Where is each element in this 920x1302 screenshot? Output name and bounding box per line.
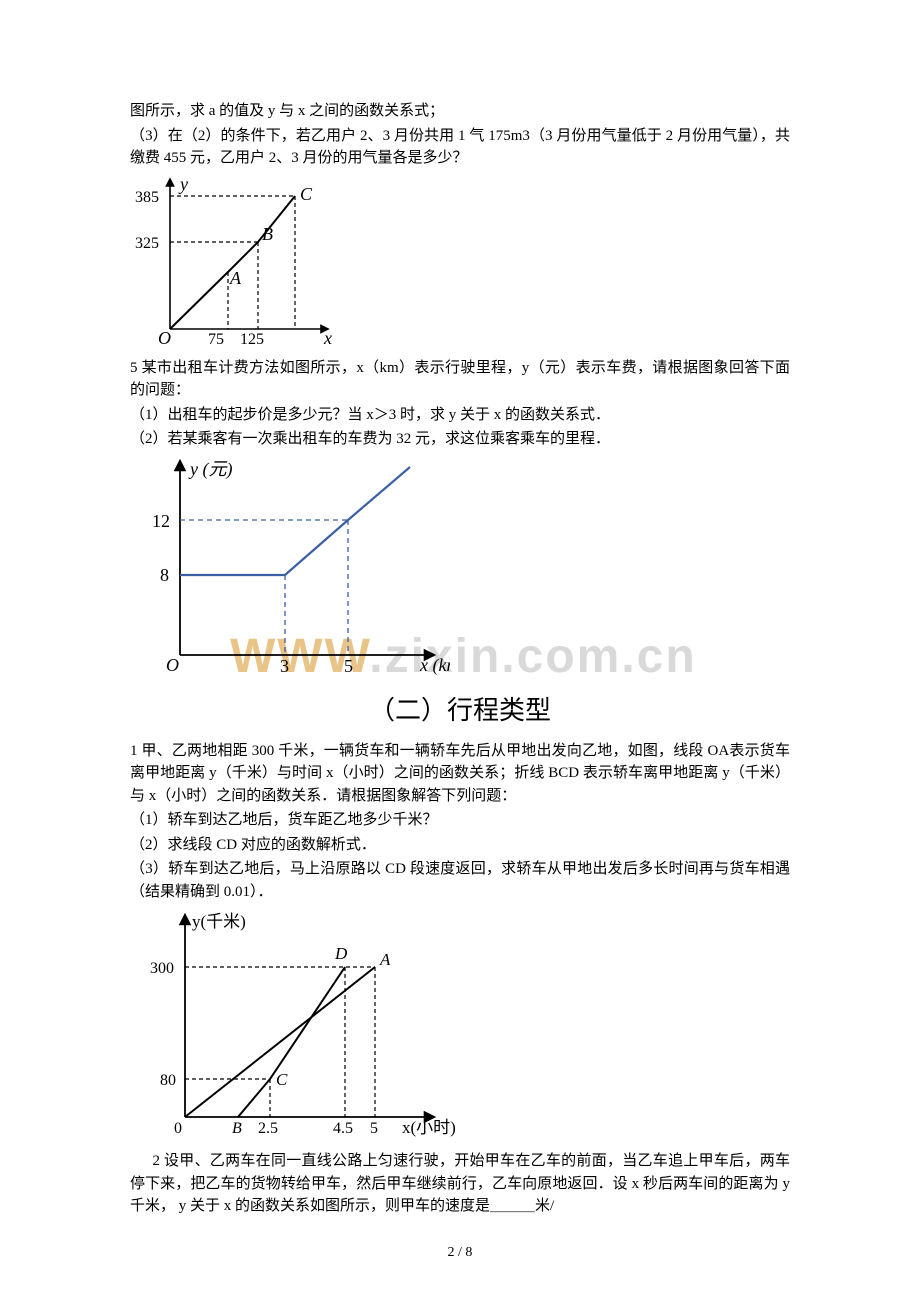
- axis-x-label: x: [323, 328, 332, 348]
- axis-y-label-3: y(千米): [192, 912, 246, 931]
- chart-gas: y O x 385 325 75 125 A B C: [130, 174, 335, 349]
- ytick-300: 300: [150, 960, 174, 977]
- ytick-8: 8: [160, 565, 169, 585]
- xtick-75: 75: [208, 331, 224, 348]
- ytick-12: 12: [152, 511, 170, 531]
- pt-A2: A: [379, 950, 391, 969]
- origin-label-3: 0: [174, 1120, 182, 1137]
- p1-line2: （3）在（2）的条件下，若乙用户 2、3 月份共用 1 气 175m3（3 月份…: [130, 125, 790, 170]
- ytick-80: 80: [160, 1072, 176, 1089]
- pt-C2: C: [276, 1070, 288, 1089]
- xtick-B: B: [232, 1120, 242, 1137]
- p3-line2: （1）轿车到达乙地后，货车距乙地多少千米？: [130, 809, 790, 832]
- section-title-2: （二）行程类型: [130, 691, 790, 730]
- axis-x-label-3: x(小时): [402, 1118, 456, 1137]
- ytick-385: 385: [135, 189, 159, 206]
- p3-line4: （3）轿车到达乙地后，马上沿原路以 CD 段速度返回，求轿车从甲地出发后多长时间…: [130, 858, 790, 903]
- origin-label: O: [158, 328, 171, 348]
- pt-C: C: [300, 184, 313, 204]
- pt-B: B: [262, 224, 273, 244]
- p3-line3: （2）求线段 CD 对应的函数解析式．: [130, 834, 790, 857]
- chart-taxi: y (元) O x (km) 12 8 3 5: [130, 455, 450, 675]
- xtick-2p5: 2.5: [258, 1120, 278, 1137]
- ytick-325: 325: [135, 235, 159, 252]
- xtick-5b: 5: [370, 1120, 378, 1137]
- page-footer: 2 / 8: [130, 1242, 790, 1263]
- p1-line1: 图所示，求 a 的值及 y 与 x 之间的函数关系式；: [130, 100, 790, 123]
- xtick-125: 125: [240, 331, 264, 348]
- p4-line1: 2 设甲、乙两车在同一直线公路上匀速行驶，开始甲车在乙车的前面，当乙车追上甲车后…: [130, 1150, 790, 1218]
- p2-line1: 5 某市出租车计费方法如图所示，x（km）表示行驶里程，y（元）表示车费，请根据…: [130, 357, 790, 402]
- pt-D: D: [334, 944, 348, 963]
- p3-line1: 1 甲、乙两地相距 300 千米，一辆货车和一辆轿车先后从甲地出发向乙地，如图，…: [130, 740, 790, 808]
- pt-A: A: [229, 268, 242, 288]
- chart-distance: y(千米) 0 x(小时) 300 80 B 2.5 4.5 5 D A C: [130, 907, 460, 1142]
- axis-y-label-2: y (元): [188, 459, 232, 480]
- origin-label-2: O: [166, 655, 179, 675]
- xtick-3: 3: [280, 656, 289, 675]
- p2-line3: （2）若某乘客有一次乘出租车的车费为 32 元，求这位乘客乘车的里程．: [130, 428, 790, 451]
- axis-x-label-2: x (km): [419, 655, 450, 675]
- xtick-5: 5: [344, 656, 353, 675]
- axis-y-label: y: [178, 174, 188, 194]
- xtick-4p5: 4.5: [333, 1120, 353, 1137]
- p2-line2: （1）出租车的起步价是多少元？当 x＞3 时，求 y 关于 x 的函数关系式．: [130, 404, 790, 427]
